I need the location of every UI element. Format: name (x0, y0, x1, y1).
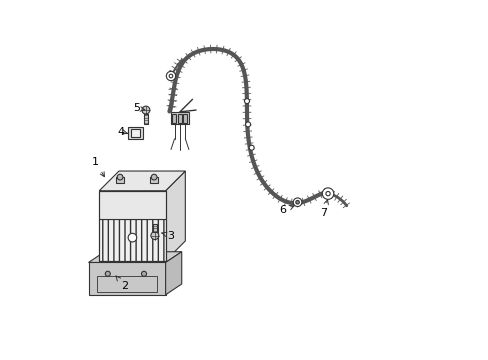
Circle shape (105, 271, 110, 276)
Bar (88, 262, 165, 295)
Polygon shape (88, 252, 182, 262)
Polygon shape (99, 171, 185, 191)
Polygon shape (165, 171, 185, 261)
Circle shape (128, 233, 137, 242)
Circle shape (142, 106, 149, 114)
Circle shape (322, 188, 333, 199)
Text: 7: 7 (319, 200, 328, 218)
Circle shape (325, 192, 329, 196)
Text: 3: 3 (162, 231, 174, 240)
Text: 6: 6 (279, 206, 293, 216)
Circle shape (117, 174, 122, 180)
Circle shape (249, 145, 254, 150)
Bar (116, 177, 124, 183)
Bar (97, 276, 156, 292)
Circle shape (151, 174, 157, 180)
Circle shape (141, 271, 146, 276)
Bar (178, 114, 182, 123)
Circle shape (169, 74, 172, 78)
Polygon shape (165, 252, 182, 295)
Circle shape (151, 231, 159, 239)
Bar (99, 219, 165, 261)
Bar (99, 191, 165, 219)
Circle shape (293, 198, 301, 207)
Bar (144, 114, 147, 124)
Bar (172, 114, 176, 123)
Text: 4: 4 (117, 127, 127, 136)
Text: 2: 2 (116, 276, 128, 291)
Bar (183, 114, 187, 123)
Bar (153, 224, 156, 231)
Circle shape (244, 99, 249, 104)
Bar (99, 191, 165, 261)
Circle shape (166, 71, 175, 81)
Bar (171, 112, 188, 125)
Circle shape (245, 122, 250, 127)
Bar (131, 129, 140, 137)
Circle shape (295, 201, 299, 204)
Text: 1: 1 (92, 157, 104, 177)
Bar (128, 127, 142, 139)
Bar (150, 177, 158, 183)
Text: 5: 5 (133, 103, 144, 113)
